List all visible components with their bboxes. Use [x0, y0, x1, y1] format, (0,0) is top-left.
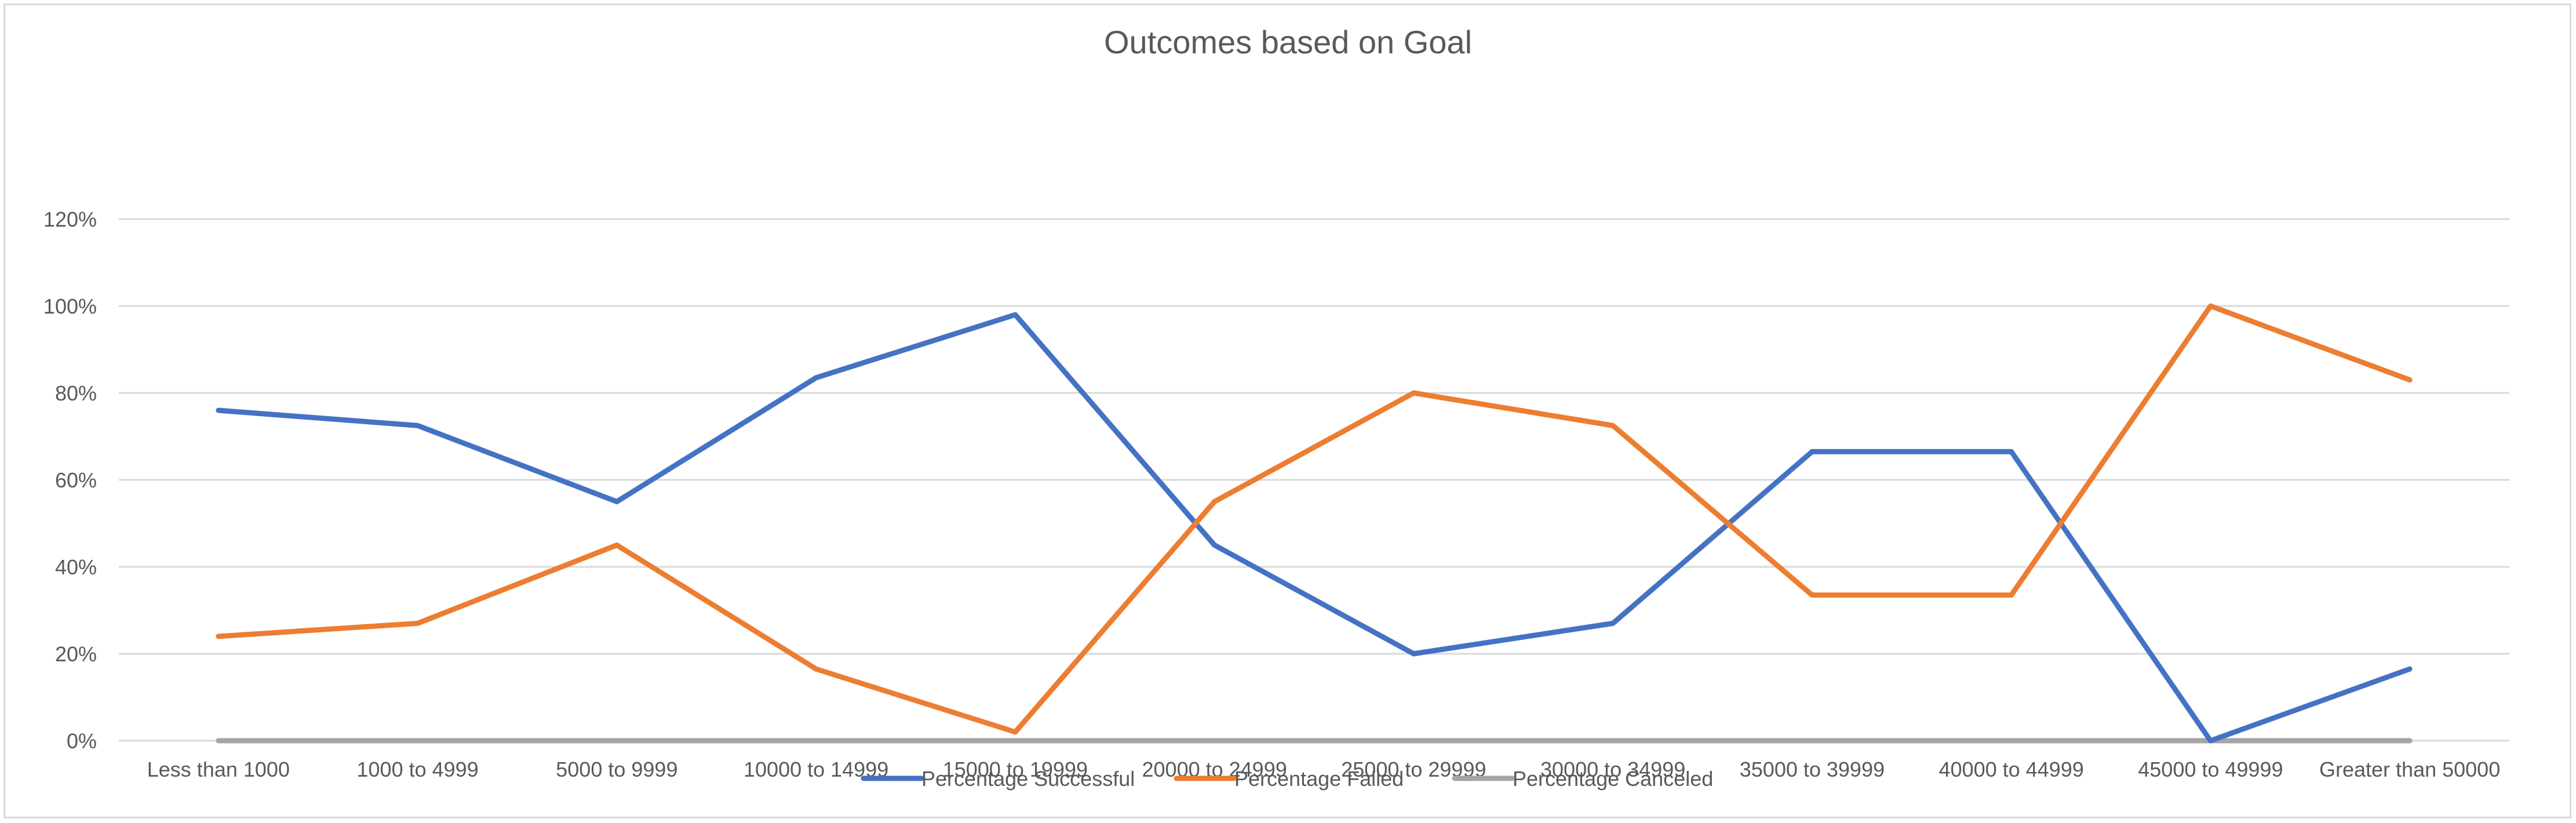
y-tick-label: 100% [43, 294, 97, 318]
series-line-1 [216, 303, 2413, 735]
x-tick-label: 5000 to 9999 [556, 758, 677, 781]
x-tick-label: Greater than 50000 [2319, 758, 2500, 781]
series-lines [216, 303, 2413, 744]
x-tick-label: 40000 to 44999 [1939, 758, 2084, 781]
legend: Percentage Successful Percentage Failed Pe… [861, 767, 1713, 791]
x-tick-label: Less than 1000 [147, 758, 290, 781]
legend-label: Percentage Successful [921, 767, 1135, 791]
x-tick-label: 30000 to 34999 [1540, 758, 1685, 781]
legend-label: Percentage Canceled [1513, 767, 1713, 791]
x-tick-label: 45000 to 49999 [2138, 758, 2283, 781]
x-tick-label: 15000 to 19999 [943, 758, 1088, 781]
y-axis-tick-labels: 0% 20% 40% 60% 80% 100% 120% [43, 207, 97, 753]
y-tick-label: 120% [43, 207, 97, 231]
x-axis-tick-labels: Less than 1000 1000 to 4999 5000 to 9999 10… [147, 758, 2500, 781]
y-tick-label: 80% [55, 381, 97, 405]
gridlines [119, 218, 2509, 742]
y-tick-label: 20% [55, 642, 97, 666]
y-tick-label: 0% [67, 729, 97, 753]
chart-title: Outcomes based on Goal [1103, 24, 1473, 60]
y-tick-label: 40% [55, 555, 97, 579]
x-tick-label: 1000 to 4999 [357, 758, 479, 781]
y-tick-label: 60% [55, 468, 97, 492]
series-line-0 [216, 312, 2413, 744]
chart-frame [3, 3, 2571, 818]
x-tick-label: 35000 to 39999 [1740, 758, 1885, 781]
legend-label: Percentage Failed [1234, 767, 1404, 791]
